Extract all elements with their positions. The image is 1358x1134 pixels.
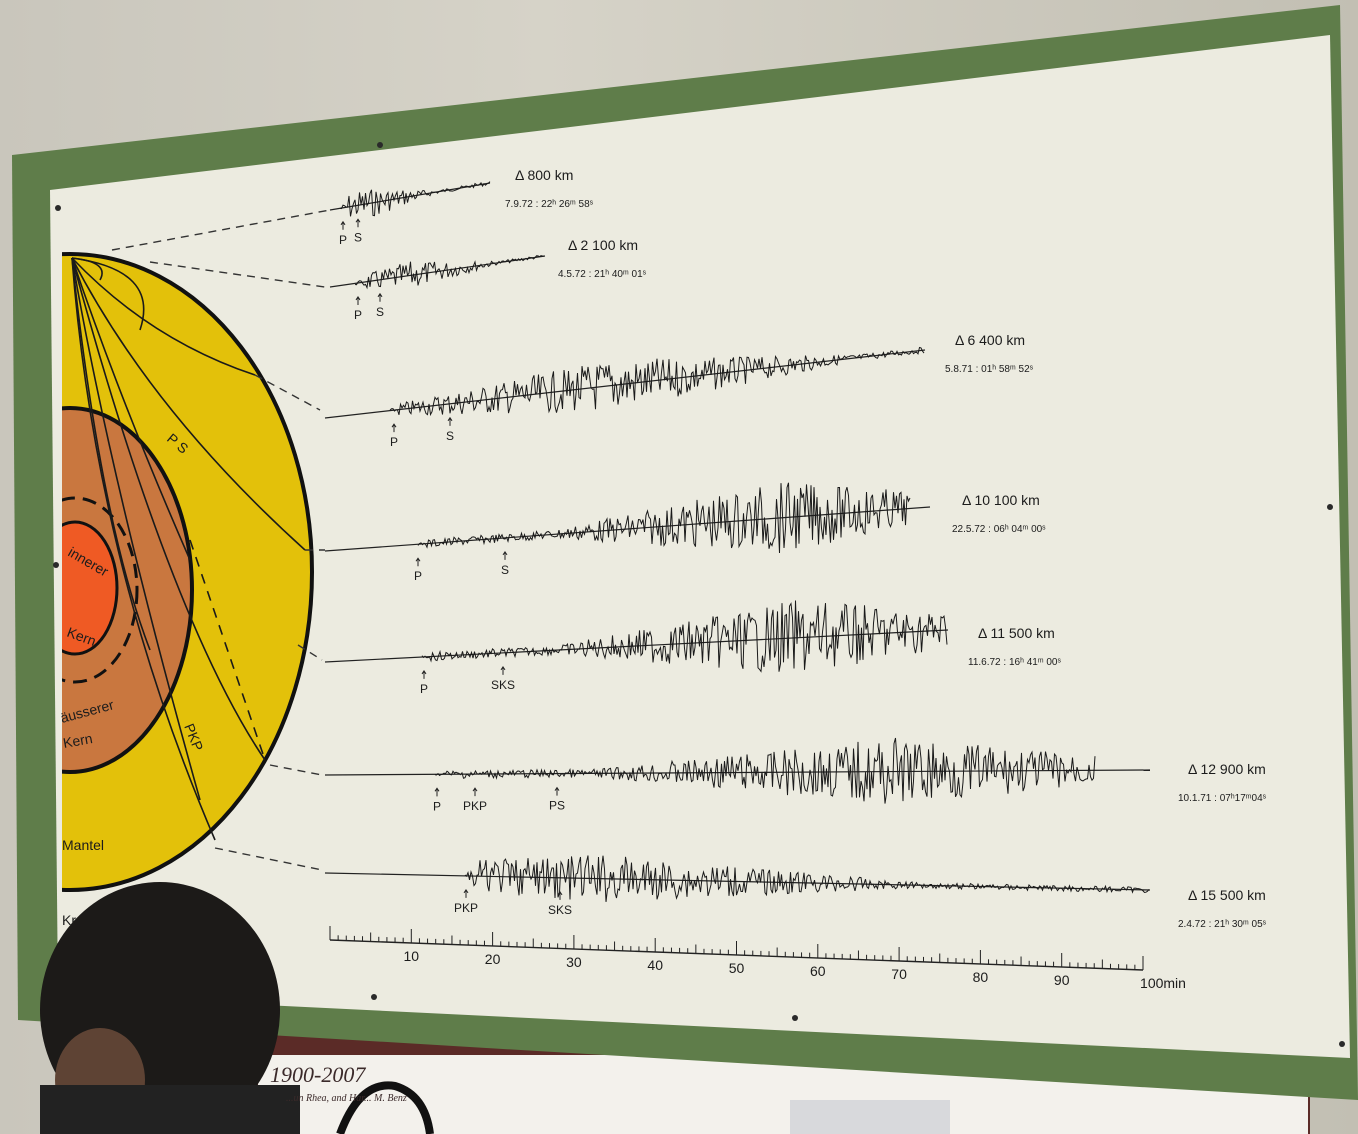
trace-baseline xyxy=(329,182,491,211)
trace-date: 5.8.71 : 01ʰ 58ᵐ 52ˢ xyxy=(945,364,1034,375)
seismogram-2: P S Δ 2 100 km 4.5.72 : 21ʰ 40ᵐ 01ˢ xyxy=(329,237,647,322)
phase-arrow xyxy=(434,787,440,797)
phase-label: P xyxy=(420,682,428,696)
trace-distance: Δ 11 500 km xyxy=(978,625,1055,641)
phase-label: P xyxy=(414,569,422,583)
trace-distance: Δ 12 900 km xyxy=(1188,761,1266,777)
phase-arrow xyxy=(421,670,427,679)
phase-arrow xyxy=(502,551,508,560)
seismogram-5: P SKS Δ 11 500 km 11.6.72 : 16ʰ 41ᵐ 00ˢ xyxy=(324,600,1061,696)
phase-arrow xyxy=(415,557,421,567)
trace-waveform xyxy=(421,600,948,673)
earth-cross-section: innerer Kern äusserer Kern Mantel P S PK… xyxy=(59,252,314,928)
phase-arrow xyxy=(472,787,478,797)
outer-core-label-2: Kern xyxy=(62,730,94,751)
phase-label: P xyxy=(390,435,398,449)
phase-label: S xyxy=(376,305,384,319)
phase-arrow xyxy=(447,416,453,426)
trace-baseline xyxy=(324,506,931,552)
phase-arrow xyxy=(557,890,563,900)
phase-arrow xyxy=(377,292,383,302)
trace-waveform xyxy=(434,737,1096,804)
phase-arrow xyxy=(554,786,560,796)
seismogram-7: PKP SKS Δ 15 500 km 2.4.72 : 21ʰ 30ᵐ 05ˢ xyxy=(324,855,1267,930)
poster-title: 1900-2007 xyxy=(270,1062,366,1087)
phase-label: P xyxy=(354,308,362,322)
trace-date: 7.9.72 : 22ʰ 26ᵐ 58ˢ xyxy=(505,199,594,210)
trace-date: 2.4.72 : 21ʰ 30ᵐ 05ˢ xyxy=(1178,919,1267,930)
axis-tick-label: 90 xyxy=(1054,972,1070,988)
screws xyxy=(53,142,1345,1047)
trace-date: 22.5.72 : 06ʰ 04ᵐ 00ˢ xyxy=(952,524,1046,535)
axis-tick-label: 20 xyxy=(485,951,501,967)
seismogram-4: P S Δ 10 100 km 22.5.72 : 06ʰ 04ᵐ 00ˢ xyxy=(324,482,1046,583)
trace-waveform xyxy=(417,482,911,554)
axis-tick-label: 60 xyxy=(810,963,826,979)
axis-tick-label: 50 xyxy=(729,960,745,976)
phase-label: S xyxy=(501,563,509,577)
outer-core-region xyxy=(62,406,194,774)
axis-tick-label: 80 xyxy=(973,969,989,985)
phase-arrow xyxy=(340,220,346,230)
trace-waveform xyxy=(354,255,545,290)
trace-distance: Δ 10 100 km xyxy=(962,492,1040,508)
mantle-label: Mantel xyxy=(62,837,104,853)
phase-label: S xyxy=(446,429,454,443)
axis-tick-label: 30 xyxy=(566,954,582,970)
seismogram-1: P S Δ 800 km 7.9.72 : 22ʰ 26ᵐ 58ˢ xyxy=(329,167,594,247)
phase-arrow xyxy=(391,423,397,433)
trace-waveform xyxy=(339,181,491,217)
trace-date: 10.1.71 : 07ʰ17ᵐ04ˢ xyxy=(1178,793,1267,804)
phase-arrow xyxy=(355,296,361,305)
trace-baseline xyxy=(324,872,1151,891)
phase-label: PS xyxy=(549,799,565,813)
trace-distance: Δ 15 500 km xyxy=(1188,887,1266,903)
core-boundary-dashed xyxy=(62,496,139,684)
phase-label: PKP xyxy=(463,799,487,813)
phase-label: P xyxy=(339,233,347,247)
phase-label: PKP xyxy=(454,901,478,915)
poster-map xyxy=(790,1100,950,1134)
trace-baseline xyxy=(324,349,926,419)
seismogram-6: P PKP PS Δ 12 900 km 10.1.71 : 07ʰ17ᵐ04ˢ xyxy=(324,737,1267,813)
visitor-silhouette xyxy=(40,882,434,1134)
trace-distance: Δ 2 100 km xyxy=(568,237,638,253)
seismogram-3: P S Δ 6 400 km 5.8.71 : 01ʰ 58ᵐ 52ˢ xyxy=(324,332,1034,449)
phase-label: S xyxy=(354,230,362,244)
phase-label: P xyxy=(433,799,441,813)
time-axis: 10 20 30 40 50 60 70 80 90 100min xyxy=(329,926,1186,991)
phase-arrow xyxy=(463,889,469,898)
phase-arrow xyxy=(500,665,506,675)
phase-arrow xyxy=(355,218,361,228)
axis-tick-label: 70 xyxy=(891,966,907,982)
axis-tick-label: 40 xyxy=(647,957,663,973)
poster-credit: ...un Rhea, and Har... M. Benz xyxy=(286,1093,407,1104)
inner-core-region xyxy=(62,520,119,656)
trace-distance: Δ 800 km xyxy=(515,167,573,183)
ray-paths xyxy=(71,257,306,841)
phase-label: SKS xyxy=(548,903,572,917)
trace-distance: Δ 6 400 km xyxy=(955,332,1025,348)
trace-date: 11.6.72 : 16ʰ 41ᵐ 00ˢ xyxy=(968,657,1061,668)
board-surface xyxy=(50,35,1350,1058)
phase-label: SKS xyxy=(491,678,515,692)
trace-date: 4.5.72 : 21ʰ 40ᵐ 01ˢ xyxy=(558,269,647,280)
axis-tick-label: 10 xyxy=(404,948,420,964)
trace-waveform xyxy=(464,855,1150,902)
leader-lines xyxy=(111,209,331,871)
trace-waveform xyxy=(389,346,925,417)
axis-tick-label: 100min xyxy=(1140,975,1186,991)
